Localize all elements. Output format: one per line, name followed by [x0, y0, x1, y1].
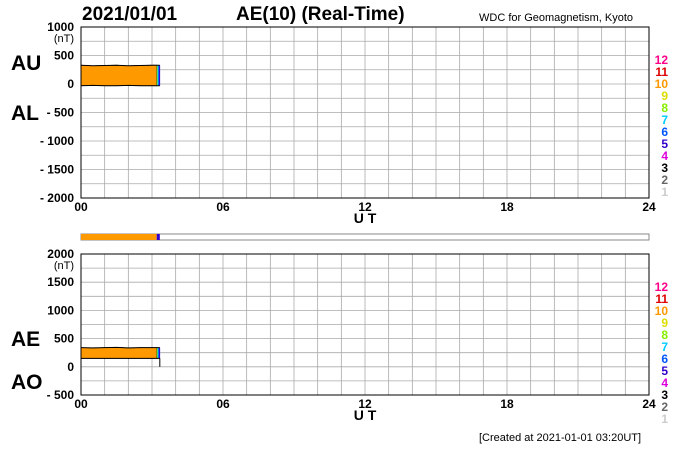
- created-timestamp: [Created at 2021-01-01 03:20UT]: [479, 432, 642, 444]
- ao-axis-label: AO: [11, 371, 43, 394]
- y-tick-label: - 1000: [40, 134, 74, 148]
- x-tick-label: 00: [74, 200, 88, 214]
- y-tick-label: - 500: [47, 106, 75, 120]
- station-color-strip: [159, 65, 161, 86]
- station-legend-12: 12: [655, 53, 669, 67]
- ae-axis-label: AE: [11, 328, 41, 351]
- station-legend-9: 9: [661, 89, 668, 103]
- x-tick-label: 18: [500, 397, 514, 411]
- y-tick-label: - 1500: [40, 163, 74, 177]
- coverage-bar-fill: [81, 234, 157, 240]
- station-legend-3: 3: [661, 388, 668, 402]
- station-legend-8: 8: [661, 328, 668, 342]
- au-axis-label: AU: [11, 52, 42, 75]
- station-legend-9: 9: [661, 316, 668, 330]
- station-legend-2: 2: [661, 173, 668, 187]
- x-tick-label: 12: [358, 397, 372, 411]
- ae-ao-band: [80, 347, 158, 359]
- station-color-strip: [157, 347, 159, 359]
- y-tick-label: 0: [67, 77, 74, 91]
- station-legend-12: 12: [655, 280, 669, 294]
- station-legend-2: 2: [661, 400, 668, 414]
- y-tick-label: 1500: [47, 275, 74, 289]
- station-legend-3: 3: [661, 161, 668, 175]
- ae-ao-plot-frame: [80, 253, 650, 396]
- au-al-band: [80, 64, 158, 87]
- y-tick-label: 1000: [47, 303, 74, 317]
- station-legend-1: 1: [661, 185, 668, 199]
- station-color-strip: [156, 347, 158, 359]
- station-legend-5: 5: [661, 137, 668, 151]
- station-legend-11: 11: [655, 65, 668, 79]
- station-color-strip: [156, 65, 158, 86]
- station-legend-6: 6: [661, 125, 668, 139]
- coverage-bar: [80, 233, 650, 241]
- station-legend-10: 10: [655, 77, 669, 91]
- y-unit-label: (nT): [54, 260, 74, 272]
- chart-title: AE(10) (Real-Time): [236, 4, 405, 25]
- x-tick-label: 12: [358, 200, 372, 214]
- y-tick-label: - 2000: [40, 191, 74, 205]
- station-legend-10: 10: [655, 304, 669, 318]
- x-tick-label: 24: [642, 200, 656, 214]
- station-color-strip: [159, 347, 161, 359]
- station-legend-6: 6: [661, 352, 668, 366]
- x-tick-label: 06: [216, 397, 230, 411]
- y-tick-label: 2000: [47, 247, 74, 261]
- x-axis-title: U T: [354, 210, 377, 226]
- station-color-strip: [157, 65, 159, 86]
- station-legend-1: 1: [661, 412, 668, 426]
- al-axis-label: AL: [11, 102, 39, 125]
- chart-date: 2021/01/01: [82, 4, 178, 25]
- y-tick-label: 500: [54, 49, 74, 63]
- station-legend-4: 4: [661, 149, 668, 163]
- station-legend-8: 8: [661, 101, 668, 115]
- station-legend-7: 7: [661, 340, 668, 354]
- station-color-strip: [158, 65, 160, 86]
- y-tick-label: - 500: [47, 388, 75, 402]
- au-al-plot-frame: [80, 26, 650, 199]
- x-tick-label: 24: [642, 397, 656, 411]
- series-line-au: [80, 64, 160, 67]
- y-tick-label: 500: [54, 332, 74, 346]
- y-unit-label: (nT): [54, 33, 74, 45]
- station-color-strip: [158, 347, 160, 359]
- station-legend-7: 7: [661, 113, 668, 127]
- y-tick-label: 0: [67, 360, 74, 374]
- station-legend-11: 11: [655, 292, 668, 306]
- y-tick-label: 1000: [47, 20, 74, 34]
- data-source-label: WDC for Geomagnetism, Kyoto: [479, 12, 634, 24]
- x-tick-label: 00: [74, 397, 88, 411]
- x-tick-label: 18: [500, 200, 514, 214]
- x-axis-title: U T: [354, 407, 377, 423]
- x-tick-label: 06: [216, 200, 230, 214]
- coverage-bar-end: [156, 234, 160, 240]
- station-legend-4: 4: [661, 376, 668, 390]
- series-line-ae: [80, 346, 160, 349]
- station-legend-5: 5: [661, 364, 668, 378]
